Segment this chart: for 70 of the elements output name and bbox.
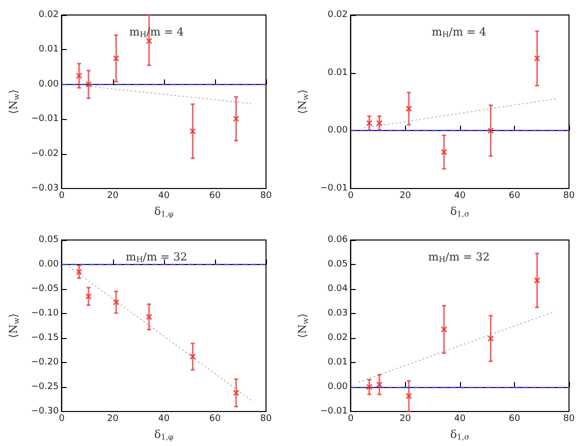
point <box>146 314 152 320</box>
y-tick-label: 0.02 <box>38 10 59 20</box>
x-tick-label: 60 <box>508 414 520 424</box>
point <box>76 72 82 79</box>
y-tick-label: −0.03 <box>31 184 59 194</box>
y-tick-label: 0.04 <box>328 284 348 294</box>
x-tick-label: 60 <box>209 414 221 424</box>
point <box>440 148 448 156</box>
point <box>376 381 383 388</box>
y-tick-label: 0.01 <box>328 68 348 78</box>
x-tick-label: 40 <box>158 414 170 424</box>
point <box>85 293 92 300</box>
y-tick-label: 0.01 <box>328 358 348 368</box>
x-tick-label: 0 <box>348 191 354 201</box>
y-tick-label: 0.02 <box>328 10 348 20</box>
x-tick-label: 40 <box>454 191 466 201</box>
x-tick-label: 80 <box>260 191 272 201</box>
x-tick-label: 0 <box>58 414 65 424</box>
y-tick-label: 0.05 <box>38 235 59 245</box>
x-tick-label: 80 <box>260 414 272 424</box>
y-tick-label: 0.00 <box>38 79 59 90</box>
point <box>189 128 196 134</box>
y-tick-label: −0.01 <box>320 184 348 194</box>
y-tick-label: 0.00 <box>38 260 59 270</box>
x-tick-label: 20 <box>400 414 412 424</box>
y-tick-label: 0.00 <box>328 382 348 392</box>
y-tick-label: −0.05 <box>31 284 59 294</box>
y-tick-label: 0.05 <box>328 260 348 270</box>
point <box>406 105 412 112</box>
y-tick-label: −0.15 <box>31 333 59 343</box>
x-tick-label: 80 <box>563 191 575 201</box>
x-tick-label: 20 <box>107 191 119 201</box>
x-tick-label: 20 <box>107 414 119 424</box>
point <box>146 38 152 44</box>
y-tick-label: −0.02 <box>31 148 59 159</box>
y-tick-label: −0.10 <box>31 308 59 318</box>
x-tick-label: 20 <box>400 191 412 201</box>
point <box>487 335 494 342</box>
y-tick-label: 0.02 <box>328 333 348 343</box>
x-tick-label: 60 <box>508 191 520 201</box>
y-tick-label: 0.03 <box>328 308 348 318</box>
y-tick-label: −0.01 <box>31 114 59 124</box>
point <box>85 81 92 88</box>
point <box>112 298 120 306</box>
point <box>487 127 494 134</box>
point <box>366 384 373 390</box>
point <box>366 120 373 126</box>
y-tick-label: −0.25 <box>31 382 59 392</box>
point <box>232 116 240 122</box>
x-tick-label: 40 <box>454 414 466 424</box>
point <box>189 353 196 360</box>
point <box>406 392 412 400</box>
point <box>440 326 448 333</box>
y-tick-label: 0.00 <box>328 126 348 136</box>
y-tick-label: −0.20 <box>31 358 59 368</box>
x-tick-label: 80 <box>563 414 575 424</box>
point <box>376 120 383 126</box>
x-tick-label: 60 <box>209 191 221 201</box>
point <box>534 277 540 284</box>
point <box>534 55 540 62</box>
point <box>232 390 240 396</box>
y-tick-label: 0.01 <box>38 44 59 55</box>
x-tick-label: 40 <box>158 191 170 201</box>
y-tick-label: −0.30 <box>31 406 59 416</box>
x-tick-label: 0 <box>348 414 354 424</box>
point <box>76 268 82 276</box>
x-tick-label: 0 <box>58 191 65 201</box>
y-tick-label: −0.01 <box>320 406 348 416</box>
point <box>112 55 120 62</box>
y-tick-label: 0.06 <box>328 235 348 245</box>
